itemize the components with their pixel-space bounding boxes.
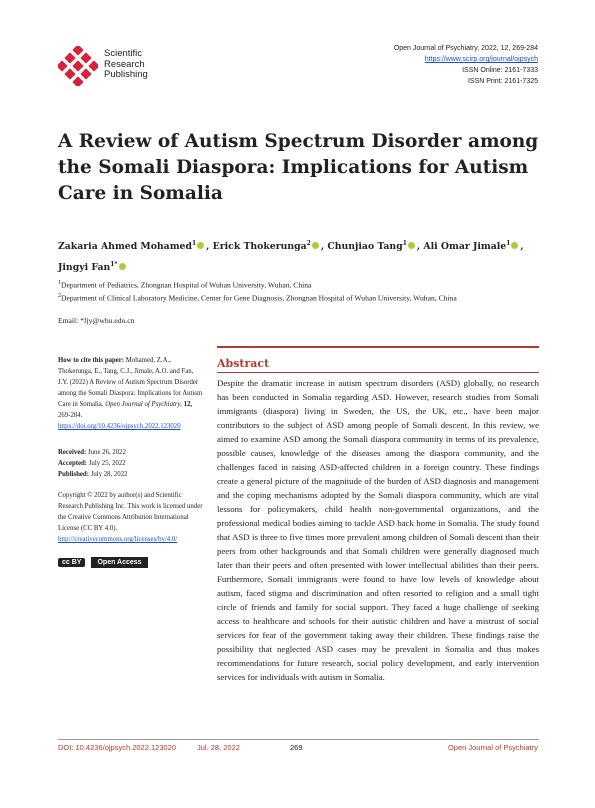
publisher-name: Scientific Research Publishing bbox=[104, 48, 148, 81]
published-label: Published: bbox=[58, 471, 89, 478]
cc-by-badge[interactable]: cc BY bbox=[58, 558, 86, 567]
author-sup: 1* bbox=[110, 261, 118, 269]
cite-text: Mohamed, Z.A., Thokerunga, E., Tang, C.J… bbox=[58, 357, 203, 408]
issn-print: ISSN Print: 2161-7325 bbox=[467, 78, 538, 85]
author-name[interactable]: Zakaria Ahmed Mohamed bbox=[58, 241, 192, 253]
journal-url-link[interactable]: https://www.scirp.org/journal/ojpsych bbox=[424, 56, 538, 63]
copyright-block: Copyright © 2022 by author(s) and Scient… bbox=[58, 490, 204, 545]
author-name[interactable]: Chunjiao Tang bbox=[327, 241, 403, 253]
abstract-top-rule bbox=[217, 346, 539, 348]
published-date: July 28, 2022 bbox=[90, 471, 128, 478]
cite-journal: Open Journal of Psychiatry, bbox=[105, 401, 182, 408]
issn-online: ISSN Online: 2161-7333 bbox=[462, 67, 538, 74]
journal-info: Open Journal of Psychiatry, 2022, 12, 26… bbox=[394, 43, 538, 87]
license-link[interactable]: http://creativecommons.org/licenses/by/4… bbox=[58, 536, 178, 543]
open-access-badge: Open Access bbox=[91, 557, 148, 568]
affiliation: 2Department of Clinical Laboratory Medic… bbox=[58, 290, 528, 305]
affiliation-sup: 2 bbox=[58, 293, 61, 299]
author-name[interactable]: Jingyi Fan bbox=[58, 262, 111, 274]
orcid-icon[interactable] bbox=[511, 242, 519, 250]
cc-badge-text: cc BY bbox=[62, 559, 82, 566]
author-sup: 1 bbox=[506, 240, 511, 247]
abstract-heading-rule bbox=[217, 372, 539, 373]
email: Email: *fjy@whu.edu.cn bbox=[58, 316, 135, 325]
journal-citation: Open Journal of Psychiatry, 2022, 12, 26… bbox=[393, 45, 538, 52]
publisher-name-line2: Research bbox=[104, 58, 145, 70]
footer-doi[interactable]: DOI: 10.4236/ojpsych.2022.123020 bbox=[58, 743, 177, 752]
dates-block: Received: June 26, 2022 Accepted: July 2… bbox=[58, 447, 204, 480]
page-number: 269 bbox=[290, 743, 303, 752]
citation-block: How to cite this paper: Mohamed, Z.A., T… bbox=[58, 355, 204, 432]
author-sup: 2 bbox=[306, 240, 311, 247]
author-list: Zakaria Ahmed Mohamed1, Erick Thokerunga… bbox=[58, 240, 524, 274]
license-badges: cc BY Open Access bbox=[58, 557, 148, 568]
abstract-heading: Abstract bbox=[217, 357, 270, 370]
orcid-icon[interactable] bbox=[197, 242, 205, 250]
affiliation-sup: 1 bbox=[58, 280, 61, 286]
author-name[interactable]: Erick Thokerunga bbox=[212, 241, 307, 253]
author-name[interactable]: Ali Omar Jimale bbox=[423, 241, 507, 253]
accepted-date: July 25, 2022 bbox=[88, 460, 126, 467]
footer-journal: Open Journal of Psychiatry bbox=[447, 743, 538, 752]
affiliation-text: Department of Clinical Laboratory Medici… bbox=[61, 293, 457, 303]
accepted-label: Accepted: bbox=[58, 460, 88, 467]
orcid-icon[interactable] bbox=[311, 242, 319, 250]
paper-title: A Review of Autism Spectrum Disorder amo… bbox=[58, 131, 539, 204]
received-label: Received: bbox=[58, 449, 87, 456]
abstract-body: Despite the dramatic increase in autism … bbox=[217, 378, 539, 682]
affiliation-text: Department of Pediatrics, Zhongnan Hospi… bbox=[61, 280, 312, 290]
footer-divider bbox=[58, 739, 539, 740]
cite-label: How to cite this paper: bbox=[58, 357, 125, 364]
received-date: June 26, 2022 bbox=[88, 449, 126, 456]
doi-link[interactable]: https://doi.org/10.4236/ojpsych.2022.123… bbox=[58, 423, 181, 430]
publisher-name-line3: Publishing bbox=[104, 69, 148, 80]
author-sup: 1 bbox=[402, 240, 407, 247]
orcid-icon[interactable] bbox=[407, 242, 415, 250]
cite-volume: 12, bbox=[183, 401, 193, 408]
publisher-logo-icon bbox=[58, 46, 98, 86]
footer-date: Jul. 28, 2022 bbox=[197, 743, 240, 752]
copyright-text: Copyright © 2022 by author(s) and Scient… bbox=[58, 492, 203, 532]
publisher-name-line1: Scientific bbox=[104, 48, 143, 59]
author-sup: 1 bbox=[191, 240, 197, 247]
orcid-icon[interactable] bbox=[118, 263, 126, 271]
cite-pages: 269-284. bbox=[58, 412, 83, 419]
affiliation: 1Department of Pediatrics, Zhongnan Hosp… bbox=[58, 277, 528, 292]
